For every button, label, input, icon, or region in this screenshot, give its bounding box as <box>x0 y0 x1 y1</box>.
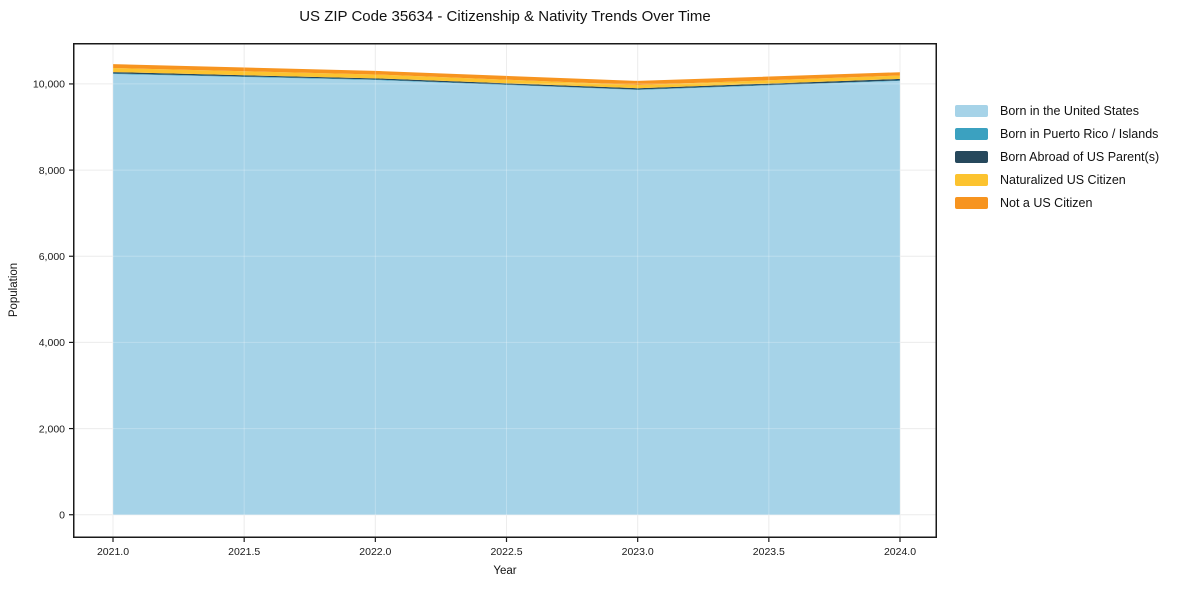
legend-item: Naturalized US Citizen <box>955 173 1159 187</box>
y-axis-label: Population <box>8 262 20 318</box>
y-tick-label: 0 <box>59 510 65 522</box>
x-tick-label: 2021.0 <box>97 546 129 558</box>
chart-title: US ZIP Code 35634 - Citizenship & Nativi… <box>299 8 711 25</box>
legend-label: Not a US Citizen <box>1000 196 1093 210</box>
legend-swatch-not-citizen-icon <box>955 197 988 209</box>
area-series-3 <box>113 67 901 89</box>
legend: Born in the United States Born in Puerto… <box>955 104 1160 220</box>
plot-area: 2021.0 2021.5 2022.0 2022.5 2023.0 2023.5 2024… <box>33 43 937 558</box>
legend-item: Born in the United States <box>955 104 1159 118</box>
area-series-0 <box>113 74 901 515</box>
legend-swatch-naturalized-icon <box>955 174 988 186</box>
y-tick-label: 6,000 <box>39 251 65 263</box>
stacked-area-chart-canvas: 2021.0 2021.5 2022.0 2022.5 2023.0 2023.5 2024… <box>33 43 937 558</box>
legend-item: Born in Puerto Rico / Islands <box>955 127 1159 141</box>
x-tick-label: 2022.5 <box>490 546 522 558</box>
legend-label: Born Abroad of US Parent(s) <box>1000 150 1160 164</box>
x-tick-label: 2023.0 <box>622 546 654 558</box>
x-tick-label: 2022.0 <box>359 546 391 558</box>
legend-swatch-born-abroad-icon <box>955 151 988 163</box>
x-tick-label: 2024.0 <box>884 546 916 558</box>
legend-label: Born in the United States <box>1000 104 1139 118</box>
legend-swatch-born-us-icon <box>955 105 988 117</box>
legend-label: Naturalized US Citizen <box>1000 173 1126 187</box>
x-tick-label: 2023.5 <box>753 546 785 558</box>
y-tick-label: 10,000 <box>33 79 65 91</box>
legend-item: Born Abroad of US Parent(s) <box>955 150 1160 164</box>
area-series-4 <box>113 64 901 85</box>
legend-item: Not a US Citizen <box>955 196 1159 210</box>
y-tick-label: 4,000 <box>39 337 65 349</box>
y-tick-label: 2,000 <box>39 423 65 435</box>
legend-swatch-born-pr-islands-icon <box>955 128 988 140</box>
plot-border <box>73 43 937 538</box>
x-tick-label: 2021.5 <box>228 546 260 558</box>
legend-label: Born in Puerto Rico / Islands <box>1000 127 1159 141</box>
y-tick-label: 8,000 <box>39 165 65 177</box>
x-axis-label: Year <box>493 565 517 577</box>
